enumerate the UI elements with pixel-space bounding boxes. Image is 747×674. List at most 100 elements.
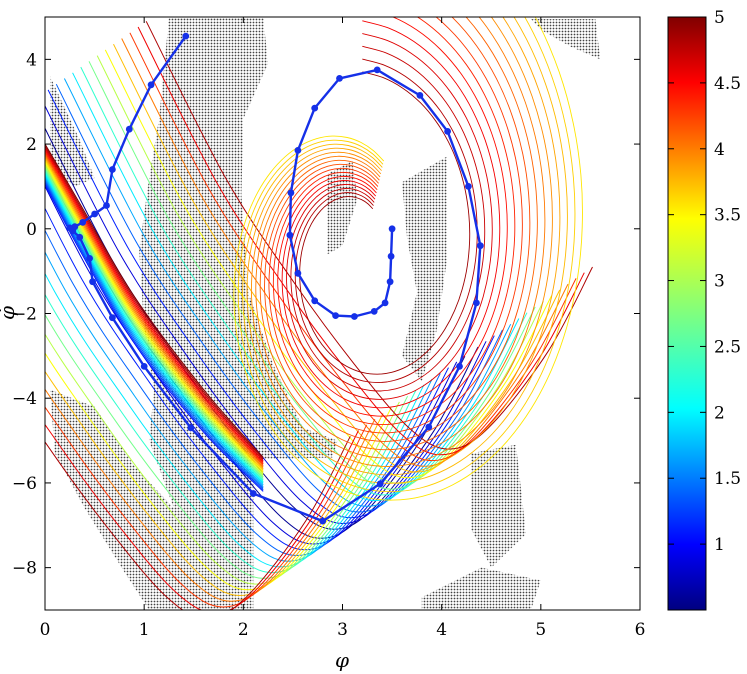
- dotted-region-7: [530, 19, 601, 60]
- contour-level-line: [272, 17, 516, 426]
- trajectory-point: [140, 363, 148, 370]
- contour-level-line: [47, 89, 495, 519]
- dotted-region-2: [139, 17, 338, 610]
- trajectory-point: [109, 166, 116, 173]
- trajectory-point: [89, 278, 96, 286]
- contour-level-line: [45, 142, 264, 458]
- colorbar-tick-label: 4.5: [714, 74, 741, 94]
- contour-level-line: [264, 17, 531, 442]
- colorbar: [667, 16, 707, 611]
- contour-level-line: [255, 17, 546, 459]
- trajectory-point: [79, 219, 87, 226]
- trajectory-point: [249, 490, 257, 497]
- contour-level-line: [45, 104, 487, 525]
- colorbar-tick-label: 2: [714, 403, 725, 423]
- contour-level-line: [237, 17, 576, 493]
- contour-level-line: [45, 352, 392, 591]
- y-axis-ticks: 4 2 0 −2 −4 −6 −8: [12, 50, 640, 579]
- colorbar-tick-label: 2.5: [714, 337, 741, 357]
- trajectory-point: [91, 210, 98, 218]
- contour-level-line: [45, 175, 264, 486]
- plot-area: [45, 17, 601, 610]
- contour-level-line: [45, 293, 417, 574]
- colorbar-tick-label: 5: [714, 8, 725, 28]
- trajectory-point: [187, 424, 195, 432]
- contour-level-line: [45, 164, 264, 476]
- contour-level-line: [45, 148, 264, 463]
- contour-level-line: [129, 32, 577, 462]
- contour-level-line: [233, 17, 583, 501]
- colorbar-tick-label: 3: [714, 272, 725, 292]
- dotted-region-5: [471, 444, 526, 568]
- y-tick-label: −6: [12, 474, 37, 494]
- contour-level-line: [45, 167, 264, 479]
- colorbar-ticks: 1 1.5 2 2.5 3 3.5 4 4.5 5: [668, 8, 741, 555]
- y-tick-label: 2: [26, 135, 37, 155]
- contour-level-line: [96, 55, 544, 484]
- x-tick-label: 4: [436, 620, 447, 640]
- trajectory-point: [444, 127, 451, 135]
- contour-level-line: [45, 370, 384, 597]
- contour-level-line: [113, 43, 561, 473]
- trajectory-point: [456, 363, 463, 370]
- contour-level-line: [45, 177, 264, 487]
- trajectory-point: [311, 104, 319, 112]
- trajectory-point: [416, 92, 424, 99]
- contour-level-line: [45, 150, 264, 465]
- colorbar-tick-label: 3.5: [714, 206, 741, 226]
- contour-level-line: [290, 45, 486, 392]
- y-tick-label: 4: [26, 50, 37, 70]
- y-tick-label: −8: [12, 559, 37, 579]
- dotted-region-0: [50, 76, 95, 187]
- trajectory-point: [125, 125, 133, 133]
- colorbar-tick-label: 1: [714, 535, 725, 555]
- trajectory-point: [425, 423, 433, 431]
- trajectory-point: [473, 299, 480, 307]
- y-tick-label: −2: [12, 305, 37, 325]
- trajectory-point: [388, 225, 396, 233]
- trajectory-point: [319, 517, 327, 525]
- contour-level-line: [104, 49, 553, 479]
- contour-level-line: [294, 58, 478, 384]
- trajectory-point: [370, 308, 378, 315]
- contour-level-line: [45, 152, 264, 466]
- contour-level-line: [55, 83, 503, 513]
- contour-level-line: [80, 66, 528, 496]
- trajectory-point: [351, 313, 358, 320]
- trajectory-point: [69, 227, 77, 235]
- colorbar-tick-label: 4: [714, 140, 725, 160]
- contour-level-line: [45, 144, 264, 460]
- contour-level-line: [45, 160, 264, 473]
- contour-level-line: [137, 26, 585, 456]
- contour-level-line: [242, 17, 568, 484]
- x-tick-label: 3: [337, 620, 348, 640]
- contour-level-line: [45, 154, 264, 468]
- trajectory-point: [332, 312, 339, 319]
- contour-level-line: [299, 71, 471, 375]
- contour-level-line: [45, 183, 264, 492]
- contour-level-line: [45, 165, 264, 478]
- trajectory-point: [376, 480, 384, 488]
- trajectory-point: [76, 233, 84, 241]
- contour-level-line: [45, 156, 264, 470]
- contour-level-line: [45, 388, 376, 602]
- trajectory-point: [294, 147, 302, 154]
- contour-level-line: [45, 162, 264, 475]
- dotted-region-6: [421, 567, 541, 610]
- contour-level-line: [277, 17, 508, 417]
- contour-level-line: [246, 17, 561, 476]
- trajectory-point: [386, 278, 394, 286]
- contour-level-line: [63, 78, 512, 507]
- y-tick-label: 0: [26, 220, 37, 240]
- contour-level-line: [45, 436, 351, 610]
- contour-level-line: [121, 38, 569, 467]
- contour-level-line: [145, 21, 593, 450]
- x-tick-label: 1: [139, 620, 150, 640]
- contour-level-line: [250, 17, 553, 467]
- x-tick-label: 5: [535, 620, 546, 640]
- contour-level-line: [45, 158, 264, 471]
- contour-level-line: [45, 181, 264, 491]
- trajectory-point: [387, 252, 395, 260]
- contour-level-line: [45, 313, 409, 579]
